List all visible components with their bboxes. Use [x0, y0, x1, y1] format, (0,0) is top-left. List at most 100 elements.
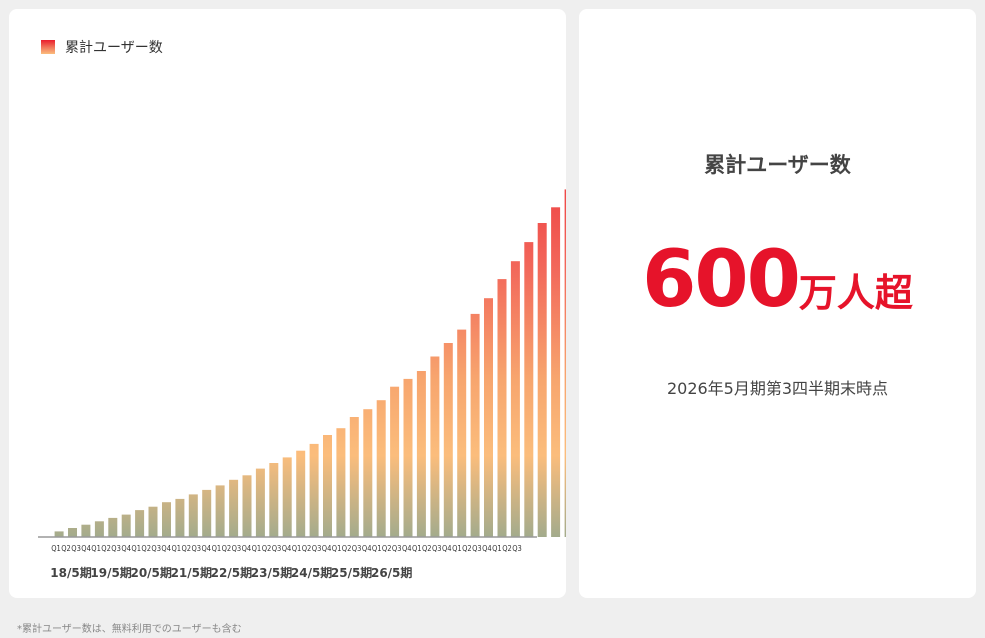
quarter-tick-label: Q3: [392, 544, 402, 553]
summary-value: 600万人超: [579, 235, 976, 325]
bar: [443, 343, 453, 537]
quarter-tick-label: Q4: [402, 544, 412, 553]
year-tick-label: 23/5期: [251, 565, 292, 580]
bar: [457, 329, 467, 537]
quarter-tick-label: Q2: [182, 544, 192, 553]
bar: [282, 457, 292, 537]
quarter-tick-label: Q4: [121, 544, 131, 553]
summary-title: 累計ユーザー数: [704, 153, 851, 177]
bar: [135, 510, 145, 537]
bar: [309, 443, 319, 537]
quarter-tick-label: Q3: [352, 544, 362, 553]
quarter-tick-label: Q4: [362, 544, 372, 553]
summary-value-number: 600: [642, 235, 801, 325]
quarter-tick-label: Q1: [91, 544, 101, 553]
quarter-tick-label: Q3: [151, 544, 161, 553]
year-tick-label: 22/5期: [211, 565, 252, 580]
quarter-tick-label: Q3: [111, 544, 121, 553]
bar: [349, 417, 359, 537]
bar: [175, 498, 185, 537]
quarter-tick-label: Q3: [71, 544, 81, 553]
quarter-tick-label: Q3: [512, 544, 522, 553]
summary-value-unit: 万人超: [798, 271, 913, 315]
footnote: *累計ユーザー数は、無料利用でのユーザーも含む: [17, 624, 242, 635]
bar: [162, 502, 171, 537]
bar: [215, 485, 225, 537]
year-tick-label: 25/5期: [331, 565, 372, 580]
year-tick-label: 21/5期: [171, 565, 212, 580]
bar-chart: Q1 Q2 Q3 Q4 Q1 Q2 Q3 Q4 Q1 Q2 Q3 Q4 Q1 Q2 Q3 Q4 Q1 Q2 Q3 Q4…: [38, 189, 566, 580]
bar: [255, 468, 265, 537]
bar: [524, 242, 534, 537]
bar: [510, 261, 520, 537]
quarter-tick-label: Q2: [61, 544, 71, 553]
bar: [323, 435, 332, 537]
bar: [269, 463, 279, 537]
quarter-tick-label: Q4: [202, 544, 212, 553]
quarter-tick-label: Q3: [432, 544, 442, 553]
quarter-tick-label: Q4: [242, 544, 252, 553]
bar: [121, 514, 131, 537]
summary-card: 累計ユーザー数 600万人超 2026年5月期第3四半期末時点: [579, 9, 976, 598]
quarter-tick-label: Q1: [51, 544, 61, 553]
bar: [148, 506, 158, 537]
year-tick-label: 18/5期: [50, 565, 91, 580]
quarter-tick-label: Q1: [212, 544, 222, 553]
quarter-tick-label: Q2: [141, 544, 151, 553]
quarter-tick-label: Q1: [292, 544, 302, 553]
quarter-tick-label: Q4: [161, 544, 171, 553]
quarter-tick-label: Q4: [442, 544, 452, 553]
quarter-tick-label: Q2: [342, 544, 352, 553]
legend-swatch: [41, 40, 55, 54]
summary-note: 2026年5月期第3四半期末時点: [666, 379, 889, 398]
quarter-tick-label: Q3: [472, 544, 482, 553]
bar: [202, 489, 212, 537]
bar: [336, 428, 346, 537]
bar: [229, 479, 239, 537]
quarter-tick-label: Q1: [172, 544, 182, 553]
bar: [81, 524, 91, 537]
quarter-tick-label: Q2: [101, 544, 111, 553]
quarter-tick-label: Q1: [332, 544, 342, 553]
quarter-tick-label: Q3: [312, 544, 322, 553]
bar: [470, 313, 480, 537]
quarter-tick-label: Q1: [131, 544, 141, 553]
year-labels: 18/5期19/5期20/5期21/5期22/5期23/5期24/5期25/5期…: [50, 565, 412, 580]
quarter-tick-label: Q2: [302, 544, 312, 553]
bar: [430, 356, 440, 537]
bar: [108, 517, 118, 537]
bar: [551, 207, 561, 538]
quarter-tick-label: Q2: [462, 544, 472, 553]
bar: [497, 279, 507, 537]
bar: [188, 494, 198, 537]
chart-card: 累計ユーザー数 Q1 Q2 Q3 Q4 Q1 Q2 Q3 Q4 Q1 Q2 Q3 Q4 Q1 Q2 Q3 Q4…: [9, 9, 566, 598]
quarter-tick-label: Q4: [322, 544, 332, 553]
bar: [68, 528, 77, 537]
quarter-tick-label: Q2: [502, 544, 512, 553]
quarter-tick-label: Q2: [422, 544, 432, 553]
bar: [363, 409, 373, 537]
quarter-tick-label: Q2: [382, 544, 392, 553]
bar: [403, 378, 413, 537]
bar: [537, 223, 547, 537]
quarter-tick-label: Q4: [282, 544, 292, 553]
bar: [416, 371, 426, 537]
bar: [296, 450, 306, 537]
quarter-tick-label: Q3: [272, 544, 282, 553]
bar: [54, 531, 64, 537]
quarter-tick-label: Q2: [262, 544, 272, 553]
bar: [484, 298, 493, 537]
bar: [390, 386, 400, 537]
bars-group: [54, 189, 566, 538]
quarter-labels: Q1 Q2 Q3 Q4 Q1 Q2 Q3 Q4 Q1 Q2 Q3 Q4 Q1 Q2 Q3 Q4 Q1 Q2 Q3 Q4…: [51, 544, 522, 553]
quarter-tick-label: Q1: [412, 544, 422, 553]
quarter-tick-label: Q1: [452, 544, 462, 553]
year-tick-label: 19/5期: [90, 565, 131, 580]
quarter-tick-label: Q1: [372, 544, 382, 553]
quarter-tick-label: Q3: [232, 544, 242, 553]
year-tick-label: 24/5期: [291, 565, 332, 580]
legend-label: 累計ユーザー数: [65, 40, 163, 56]
bar: [94, 521, 104, 537]
quarter-tick-label: Q3: [192, 544, 202, 553]
bar: [242, 475, 252, 537]
